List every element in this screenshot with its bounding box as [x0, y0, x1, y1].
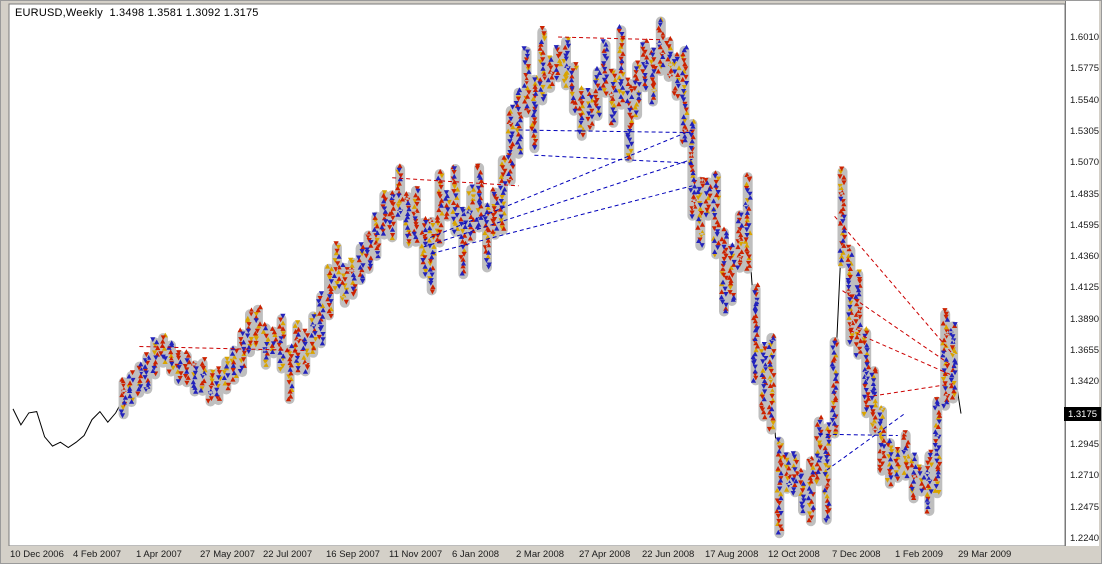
- trend-line-blue[interactable]: [431, 185, 693, 254]
- trend-line-blue[interactable]: [423, 129, 693, 241]
- trend-line-red[interactable]: [850, 330, 954, 377]
- x-axis-label: 22 Jun 2008: [642, 549, 695, 560]
- y-axis-label: 1.2475: [1070, 501, 1100, 513]
- y-axis-label: 1.2710: [1070, 470, 1100, 482]
- trend-line-red[interactable]: [392, 177, 519, 187]
- trend-line-blue[interactable]: [518, 129, 693, 134]
- y-axis-label: 1.6010: [1070, 32, 1100, 43]
- trend-line-red[interactable]: [558, 36, 661, 41]
- trend-line-red[interactable]: [842, 290, 954, 367]
- time-axis[interactable]: 10 Dec 2006 4 Feb 2007 1 Apr 2007 27 May 20…: [1, 546, 1101, 563]
- trend-line-red[interactable]: [866, 383, 954, 398]
- y-axis-label: 1.3420: [1070, 376, 1100, 388]
- x-axis-label: 29 Mar 2009: [958, 549, 1012, 560]
- y-axis-label: 1.5305: [1070, 125, 1100, 137]
- window-right-edge: [1099, 1, 1101, 546]
- price-axis[interactable]: 1.6010 1.5775 1.5540 1.5305 1.5070 1.4835 1.45…: [1065, 1, 1100, 546]
- y-axis-label: 1.5070: [1070, 157, 1100, 169]
- x-axis-label: 1 Feb 2009: [895, 549, 944, 560]
- y-axis-label: 1.2945: [1070, 438, 1100, 450]
- x-axis-label: 17 Aug 2008: [705, 549, 759, 560]
- x-axis-label: 16 Sep 2007: [326, 549, 380, 560]
- trend-line-blue[interactable]: [534, 154, 693, 164]
- trend-lines-layer: [139, 36, 954, 471]
- y-axis-label: 1.3890: [1070, 313, 1100, 325]
- y-axis-label: 1.4125: [1070, 282, 1100, 294]
- x-axis-label: 4 Feb 2007: [73, 549, 122, 560]
- y-axis-label: 1.5775: [1070, 63, 1100, 75]
- x-axis-label: 7 Dec 2008: [832, 549, 881, 560]
- x-axis-label: 2 Mar 2008: [516, 549, 565, 560]
- trend-line-blue[interactable]: [826, 412, 906, 471]
- x-axis-label: 11 Nov 2007: [389, 549, 443, 560]
- y-axis-label: 1.2240: [1070, 532, 1100, 544]
- trend-line-blue[interactable]: [423, 158, 693, 248]
- y-axis-label: 1.4595: [1070, 219, 1100, 231]
- current-price-value: 1.3175: [1067, 408, 1098, 420]
- current-price-box: 1.3175: [1064, 407, 1101, 421]
- x-axis-label: 1 Apr 2007: [136, 549, 182, 560]
- x-axis-label: 27 Apr 2008: [579, 549, 631, 560]
- y-axis-label: 1.5540: [1070, 94, 1100, 106]
- x-axis-label: 10 Dec 2006: [10, 549, 64, 560]
- y-axis-label: 1.4835: [1070, 188, 1100, 200]
- trend-line-blue[interactable]: [818, 433, 898, 436]
- chart-ohlc-label: EURUSD,Weekly 1.3498 1.3581 1.3092 1.317…: [15, 7, 259, 19]
- x-axis-label: 6 Jan 2008: [452, 549, 500, 560]
- y-axis-label: 1.3655: [1070, 345, 1100, 356]
- trend-line-red[interactable]: [834, 215, 954, 355]
- x-axis-label: 22 Jul 2007: [263, 549, 313, 560]
- x-axis-label: 27 May 2007: [200, 549, 255, 560]
- x-axis-label: 12 Oct 2008: [768, 549, 820, 560]
- y-axis-label: 1.4360: [1070, 251, 1100, 263]
